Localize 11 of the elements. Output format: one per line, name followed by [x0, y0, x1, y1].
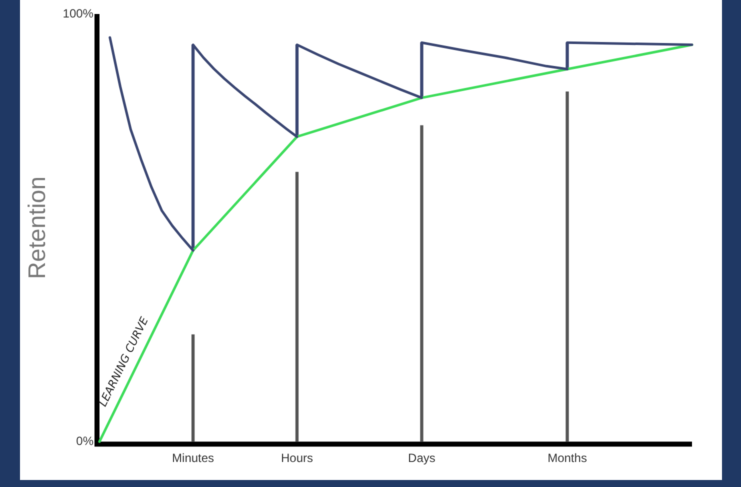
bar	[420, 125, 424, 442]
bar	[191, 334, 195, 442]
y-tick-label: 0%	[76, 434, 94, 448]
x-tick-label: Days	[408, 451, 436, 466]
y-axis-title: Retention	[24, 176, 52, 280]
x-tick-label: Months	[548, 451, 587, 466]
y-tick-label: 100%	[62, 6, 94, 20]
x-tick-label: Minutes	[172, 451, 214, 466]
bar	[295, 172, 299, 442]
bar	[566, 91, 569, 442]
x-tick-label: Hours	[280, 451, 313, 466]
